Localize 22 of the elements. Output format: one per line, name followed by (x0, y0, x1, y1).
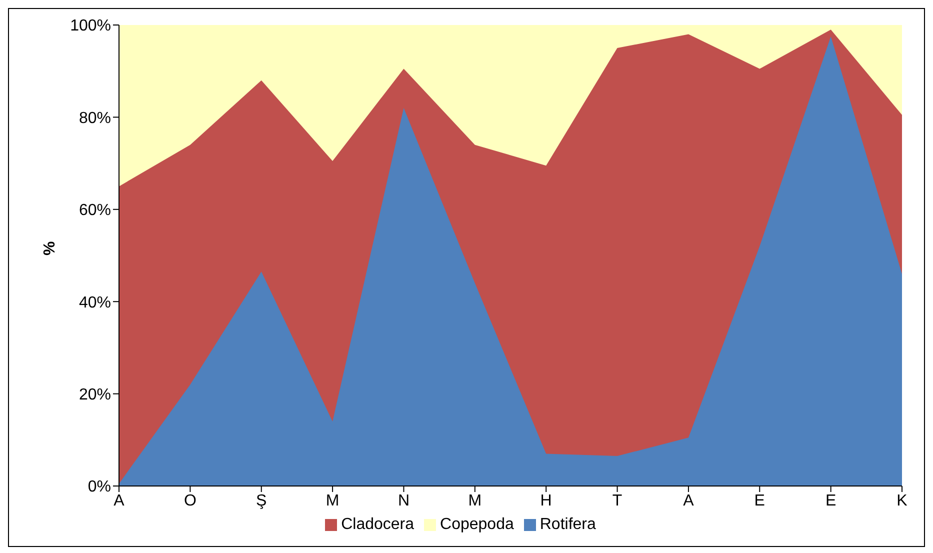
x-tick-label: N (398, 492, 410, 510)
y-tick-label: 40% (78, 294, 111, 312)
y-tick-label: 60% (78, 202, 111, 220)
legend-label: Rotifera (540, 516, 596, 533)
x-tick-label: T (612, 492, 622, 510)
x-tick-label: H (540, 492, 552, 510)
x-tick-label: A (683, 492, 694, 510)
y-tick-label: 20% (78, 386, 111, 404)
x-tick-label: A (114, 492, 125, 510)
y-tick-label: 0% (88, 478, 111, 496)
y-tick-label: 80% (78, 110, 111, 127)
legend-label: Cladocera (341, 516, 414, 533)
legend-label: Copepoda (440, 516, 514, 533)
x-tick-label: E (754, 492, 765, 510)
x-tick-label: M (468, 492, 482, 510)
x-tick-label: M (326, 492, 340, 510)
x-tick-label: K (896, 492, 908, 510)
y-tick-label: 100% (70, 18, 111, 35)
x-tick-label: E (825, 492, 836, 510)
y-axis-title: % (42, 241, 59, 256)
x-tick-label: Ş (256, 492, 267, 510)
x-tick-label: O (184, 492, 196, 510)
